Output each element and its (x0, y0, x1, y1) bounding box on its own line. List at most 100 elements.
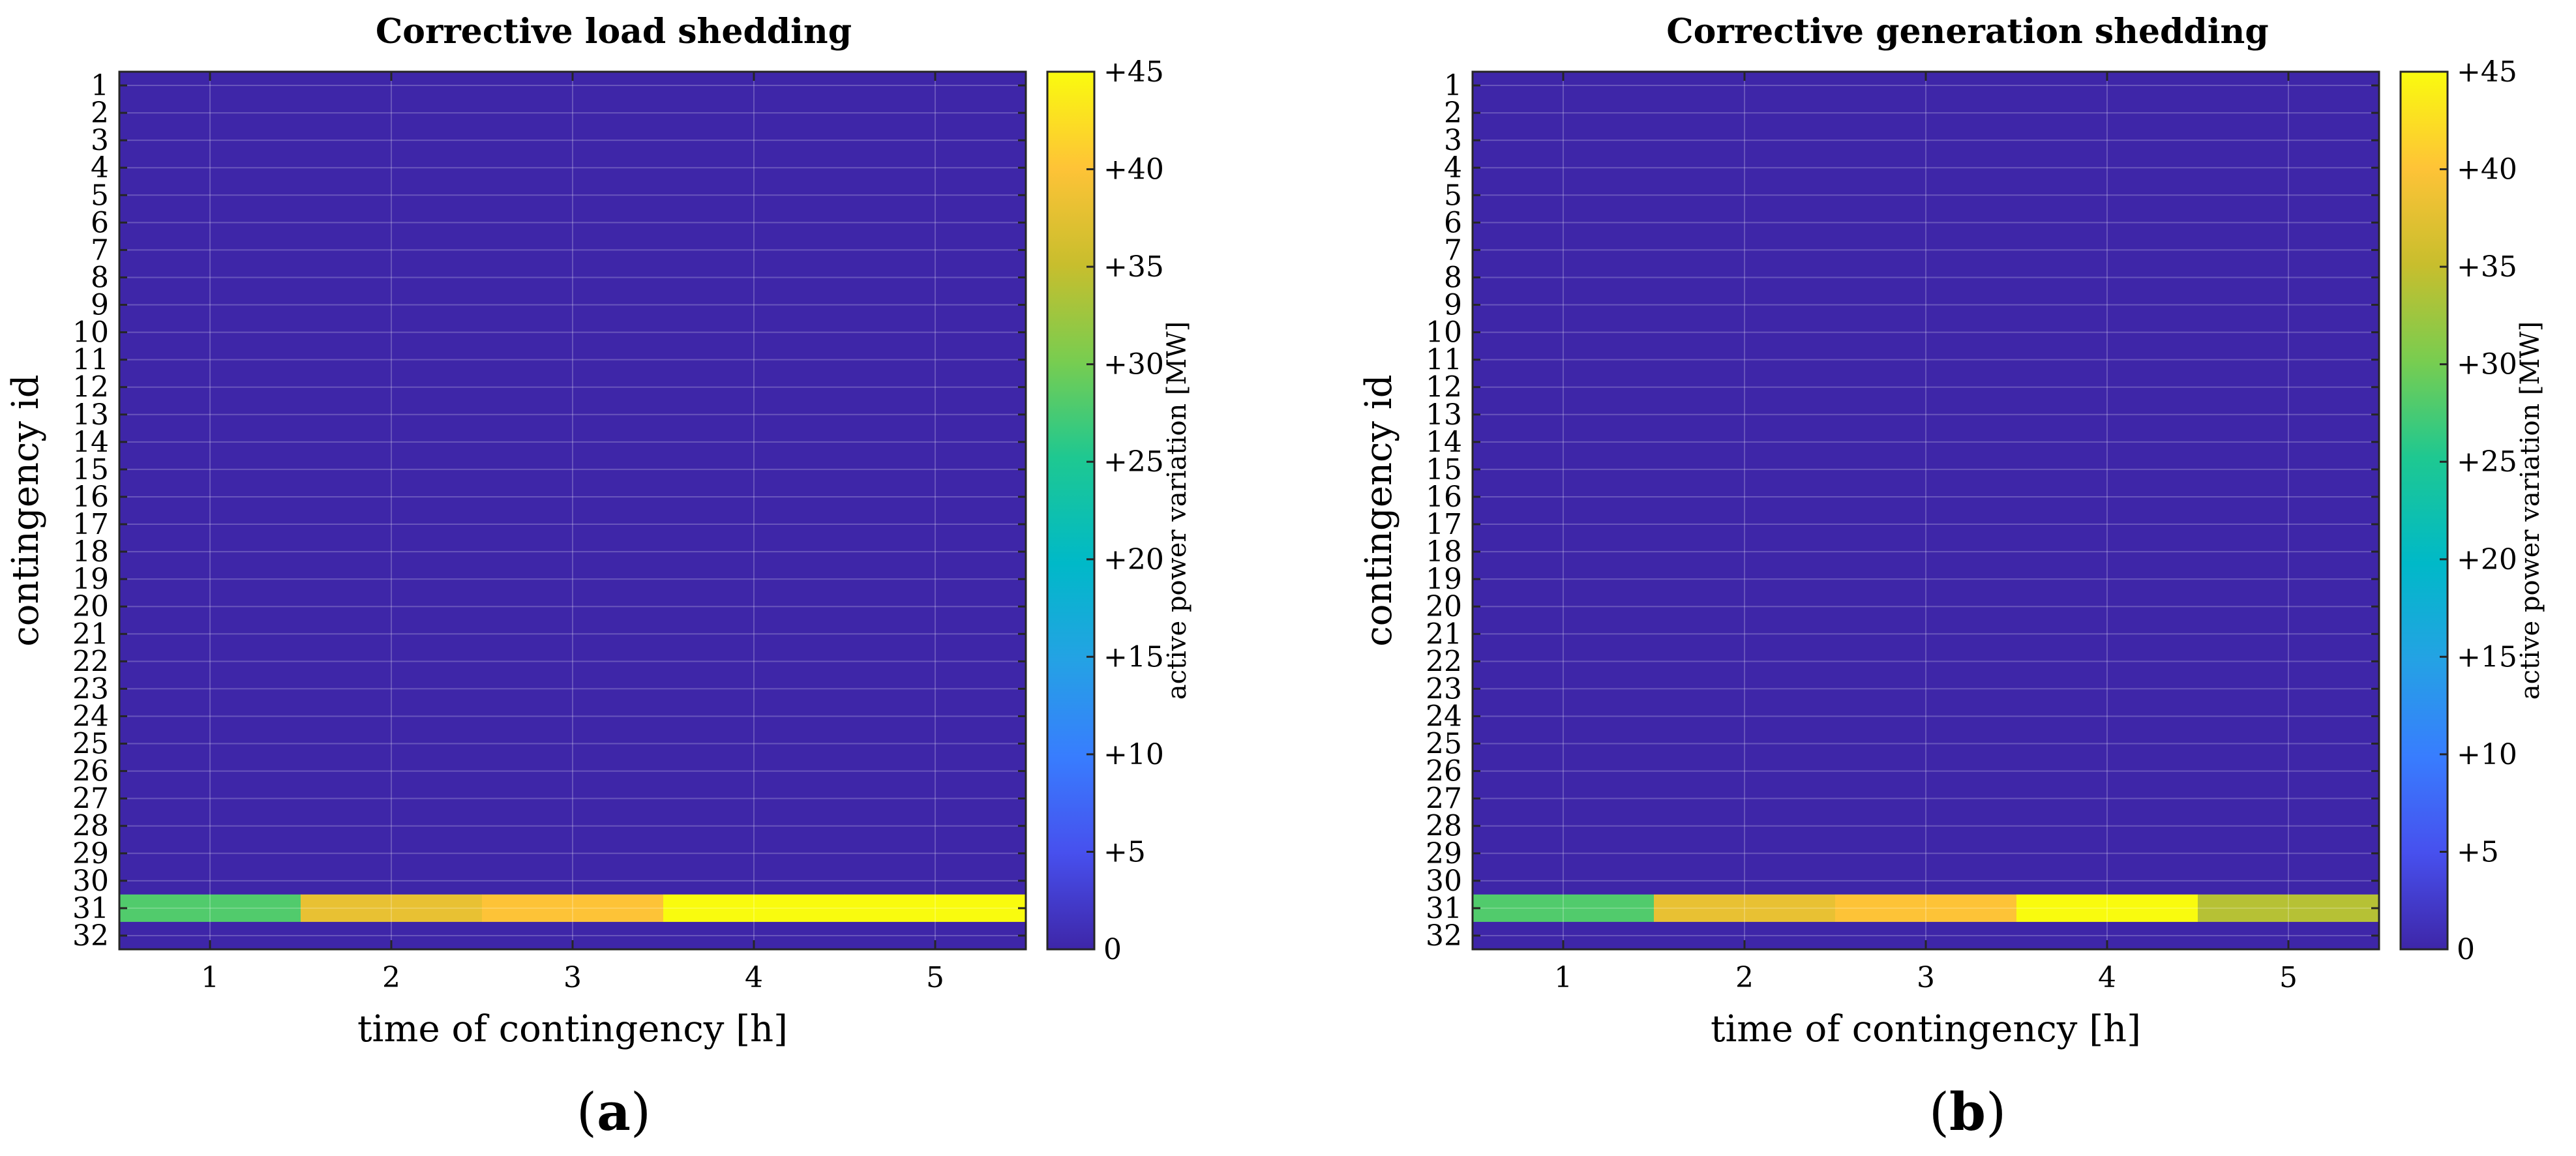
y-tick-label: 25 (72, 728, 109, 761)
y-tick-label: 21 (1426, 617, 1462, 651)
y-tick-label: 30 (1426, 865, 1462, 898)
y-tick-label: 17 (72, 508, 109, 541)
y-tick-label: 20 (1426, 590, 1462, 623)
y-tick-label: 15 (72, 453, 109, 486)
colorbar-tick-label: +35 (2457, 250, 2517, 284)
colorbar (2399, 70, 2449, 951)
panel-b: 1 2 3 4 512345678910111213141516171819202122… (1358, 12, 2545, 1142)
x-tick-label: 4 (2098, 961, 2116, 994)
panel-label-close: ) (631, 1082, 651, 1142)
colorbar-tick-label: 0 (2457, 933, 2475, 966)
x-axis-label: time of contingency [h] (357, 1008, 788, 1050)
x-tick-label: 5 (926, 961, 944, 994)
colorbar-tick-label: +5 (1103, 835, 1146, 868)
y-tick-label: 26 (72, 755, 109, 788)
y-tick-label: 26 (1426, 755, 1462, 788)
y-tick-label: 13 (72, 398, 109, 432)
x-axis-label: time of contingency [h] (1711, 1008, 2141, 1050)
panel-label-open: ( (1929, 1082, 1949, 1142)
x-tick-label: 5 (2279, 961, 2298, 994)
y-tick-label: 15 (1426, 453, 1462, 486)
y-tick-label: 16 (1426, 481, 1462, 514)
y-tick-label: 2 (1444, 96, 1462, 130)
colorbar-tick-label: +45 (1103, 55, 1164, 89)
y-tick-label: 14 (1426, 426, 1462, 459)
y-tick-label: 11 (72, 344, 109, 377)
y-tick-label: 3 (1444, 124, 1462, 157)
heatmap-cell-31-5 (845, 894, 1026, 922)
chart-title: Corrective load shedding (376, 12, 852, 52)
panel-label-close: ) (1986, 1082, 2006, 1142)
heatmap-cell-31-5 (2198, 894, 2380, 922)
y-tick-label: 4 (1444, 151, 1462, 185)
x-tick-label: 1 (1554, 961, 1572, 994)
y-tick-label: 2 (91, 96, 109, 130)
x-tick-label: 3 (1917, 961, 1935, 994)
colorbar-tick-label: +25 (2457, 445, 2517, 479)
panel-label-letter: a (597, 1081, 631, 1142)
y-tick-label: 18 (72, 535, 109, 569)
y-tick-label: 31 (72, 892, 109, 925)
chart-title: Corrective generation shedding (1666, 12, 2268, 52)
y-tick-label: 3 (91, 124, 109, 157)
x-tick-label: 4 (745, 961, 763, 994)
y-tick-label: 19 (1426, 563, 1462, 596)
y-tick-label: 10 (72, 316, 109, 349)
colorbar-tick-label: +20 (2457, 543, 2517, 576)
colorbar-tick-label: +45 (2457, 55, 2517, 89)
x-tick-label: 2 (382, 961, 400, 994)
y-tick-label: 4 (91, 151, 109, 185)
panel-label-open: ( (577, 1082, 597, 1142)
y-tick-label: 12 (72, 371, 109, 404)
y-tick-label: 7 (91, 233, 109, 267)
colorbar-tick-label: +15 (1103, 640, 1164, 674)
heatmap-cell-31-1 (119, 894, 301, 922)
y-tick-label: 12 (1426, 371, 1462, 404)
colorbar-label: active power variation [MW] (1162, 321, 1192, 700)
y-tick-label: 8 (1444, 261, 1462, 294)
y-tick-label: 21 (72, 617, 109, 651)
y-tick-label: 32 (72, 919, 109, 953)
y-tick-label: 24 (1426, 700, 1462, 733)
y-tick-label: 5 (91, 179, 109, 212)
y-tick-label: 23 (72, 672, 109, 705)
y-tick-label: 13 (1426, 398, 1462, 432)
x-tick-label: 3 (563, 961, 582, 994)
x-tick-label: 2 (1735, 961, 1754, 994)
heatmap-cell-31-4 (2016, 894, 2198, 922)
heatmap-cell-31-3 (1835, 894, 2017, 922)
y-tick-label: 31 (1426, 892, 1462, 925)
y-tick-label: 22 (72, 645, 109, 678)
y-tick-label: 28 (1426, 810, 1462, 843)
y-tick-label: 14 (72, 426, 109, 459)
panel-label-letter: b (1949, 1081, 1986, 1142)
y-tick-label: 18 (1426, 535, 1462, 569)
heatmap-cell-31-4 (663, 894, 845, 922)
y-tick-label: 17 (1426, 508, 1462, 541)
y-axis-label: contingency id (5, 374, 47, 646)
y-tick-label: 23 (1426, 672, 1462, 705)
y-tick-label: 9 (91, 289, 109, 322)
y-tick-label: 29 (72, 837, 109, 870)
y-tick-label: 27 (1426, 782, 1462, 816)
y-tick-label: 9 (1444, 289, 1462, 322)
y-tick-label: 5 (1444, 179, 1462, 212)
y-tick-label: 16 (72, 481, 109, 514)
heatmap-background (119, 72, 1026, 949)
y-tick-label: 10 (1426, 316, 1462, 349)
y-tick-label: 29 (1426, 837, 1462, 870)
colorbar-tick-label: +25 (1103, 445, 1164, 479)
colorbar-label: active power variation [MW] (2515, 321, 2545, 700)
y-tick-label: 30 (72, 865, 109, 898)
colorbar-tick-label: +15 (2457, 640, 2517, 674)
y-tick-label: 27 (72, 782, 109, 816)
colorbar-tick-label: +40 (1103, 153, 1164, 186)
y-tick-label: 19 (72, 563, 109, 596)
y-tick-label: 1 (1444, 69, 1462, 102)
y-tick-label: 7 (1444, 233, 1462, 267)
colorbar-tick-label: +40 (2457, 153, 2517, 186)
y-tick-label: 28 (72, 810, 109, 843)
y-tick-label: 8 (91, 261, 109, 294)
y-tick-label: 1 (91, 69, 109, 102)
y-tick-label: 11 (1426, 344, 1462, 377)
